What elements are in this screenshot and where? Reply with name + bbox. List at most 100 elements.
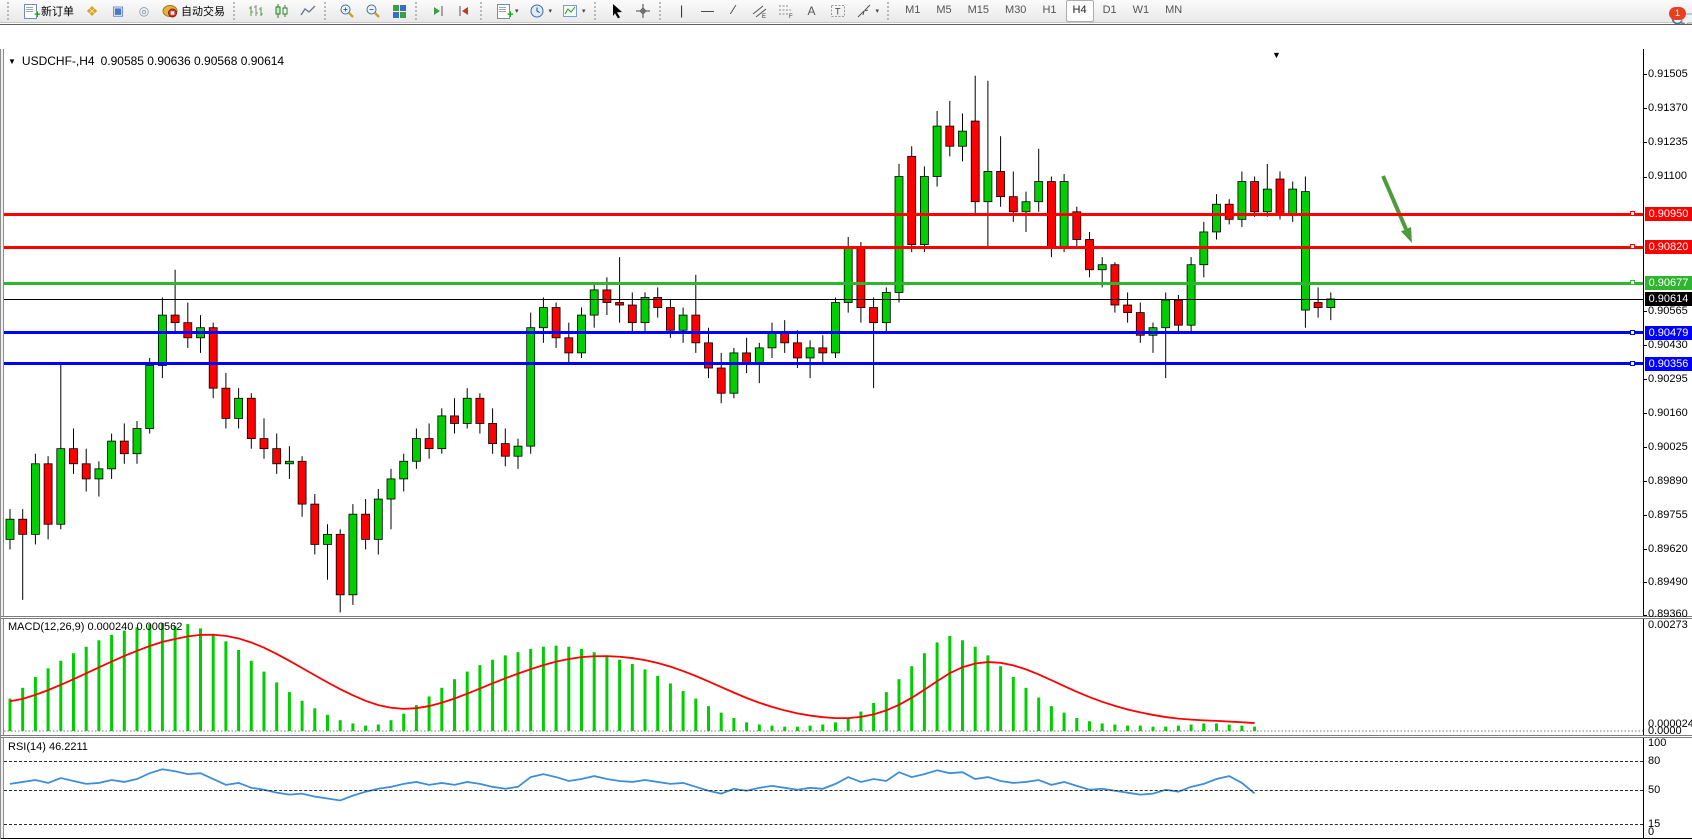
signal-button[interactable]: ◎ — [131, 0, 157, 22]
auto-scroll-button[interactable] — [451, 0, 477, 22]
candle-chart-button[interactable] — [269, 0, 295, 22]
macd-histogram-bar — [262, 671, 266, 731]
timeframe-w1-button[interactable]: W1 — [1132, 4, 1150, 16]
bear-candle — [424, 438, 434, 450]
autotrade-button-label: 自动交易 — [181, 6, 225, 18]
macd-panel-canvas[interactable] — [4, 619, 1643, 733]
hline-button[interactable]: — — [695, 0, 721, 22]
vline-icon: | — [679, 3, 684, 18]
toolbar-separator — [233, 2, 240, 20]
level-line-0.90677[interactable] — [4, 280, 1643, 286]
resistance-line-0.90820[interactable] — [4, 244, 1643, 250]
macd-histogram-bar — [33, 677, 37, 731]
timeframe-m1-button[interactable]: M1 — [905, 4, 921, 16]
line-chart-button[interactable] — [295, 0, 321, 22]
zoom-in-button[interactable] — [334, 0, 360, 22]
toolbar-separator — [887, 2, 894, 20]
new-order-button[interactable]: 新订单 — [17, 0, 79, 23]
text-button[interactable]: A — [799, 0, 825, 22]
bear-candle — [1135, 312, 1145, 336]
tile-windows-button[interactable] — [386, 0, 412, 22]
bear-candle — [170, 314, 180, 324]
timeframe-m30-button[interactable]: M30 — [1005, 4, 1027, 16]
timeframe-m5-button[interactable]: M5 — [936, 4, 952, 16]
bull-candle — [1097, 264, 1107, 271]
bear-candle — [1123, 304, 1132, 313]
gold-tool-button[interactable]: ❖ — [79, 0, 105, 22]
timeframe-d1-button[interactable]: D1 — [1102, 4, 1117, 16]
timeframe-m15-button[interactable]: M15 — [967, 4, 990, 16]
price-tick — [1643, 582, 1647, 584]
support-line-0.90479[interactable] — [4, 329, 1643, 335]
sell-arrow-head[interactable] — [1400, 227, 1412, 243]
resistance-line-0.90950[interactable] — [4, 211, 1643, 217]
macd-histogram-bar — [249, 660, 253, 731]
line-handle[interactable] — [1630, 211, 1635, 217]
timeframe-h4-button[interactable]: H4 — [1065, 0, 1094, 22]
macd-histogram-bar — [84, 646, 88, 731]
doc-plus-icon — [495, 3, 514, 23]
macd-histogram-bar — [554, 645, 558, 731]
bear-candle — [1224, 203, 1234, 220]
collapse-triangle-icon[interactable]: ▼ — [8, 56, 16, 66]
macd-histogram-bar — [1100, 723, 1104, 731]
macd-histogram-bar — [872, 702, 876, 731]
macd-histogram-bar — [732, 718, 736, 731]
templates-button[interactable]: ▾ — [557, 0, 591, 22]
scroll-end-marker-icon[interactable]: ▼ — [1272, 50, 1281, 60]
price-tick — [1643, 311, 1647, 313]
charts-window-button[interactable]: ▣ — [105, 0, 131, 22]
periods-button[interactable]: ▾ — [524, 0, 558, 22]
bull-candle — [754, 347, 764, 364]
fibo-button[interactable]: F — [773, 0, 799, 22]
trendline-button[interactable]: ∕ — [721, 0, 747, 22]
price-tag-0.90820: 0.90820 — [1645, 240, 1692, 255]
line-handle[interactable] — [1630, 244, 1635, 250]
macd-histogram-bar — [592, 652, 596, 731]
support-line-0.90356[interactable] — [4, 360, 1643, 366]
label-button[interactable]: T — [825, 0, 851, 22]
macd-histogram-bar — [275, 682, 279, 731]
vline-button[interactable]: | — [669, 0, 695, 22]
macd-histogram-bar — [135, 627, 139, 731]
channel-button[interactable]: E — [747, 0, 773, 22]
line-handle[interactable] — [1630, 280, 1635, 286]
rsi-axis-label: 0 — [1648, 826, 1655, 838]
autotrade-button[interactable]: 自动交易 — [157, 0, 230, 22]
macd-histogram-bar — [199, 628, 202, 731]
auto-scroll-icon — [456, 3, 472, 19]
zoom-out-button[interactable] — [360, 0, 386, 22]
chart-window[interactable]: ▼ USDCHF-,H4 0.90585 0.90636 0.90568 0.9… — [0, 24, 1692, 839]
macd-histogram-bar — [224, 641, 228, 731]
shift-end-icon — [430, 3, 446, 19]
macd-histogram-bar — [1075, 718, 1079, 731]
bear-candle — [488, 423, 498, 445]
line-handle[interactable] — [1630, 329, 1635, 335]
cursor-button[interactable] — [604, 0, 630, 22]
macd-histogram-bar — [541, 646, 545, 731]
rsi-indicator-label: RSI(14) 46.2211 — [8, 741, 88, 753]
window-left-edge — [0, 49, 4, 839]
macd-rsi-splitter[interactable] — [1, 735, 1692, 738]
crosshair-button[interactable] — [630, 0, 656, 22]
main-macd-splitter[interactable] — [1, 616, 1692, 619]
bar-chart-button[interactable] — [243, 0, 269, 22]
fibo-icon: F — [778, 3, 794, 19]
line-handle[interactable] — [1630, 360, 1635, 366]
bear-candle — [208, 327, 218, 389]
new-chart-button[interactable]: ▾ — [490, 0, 524, 23]
svg-text:F: F — [789, 14, 793, 19]
shapes-button[interactable]: ▾ — [851, 0, 885, 22]
macd-histogram-bar — [1062, 712, 1066, 731]
sell-arrow[interactable] — [1381, 175, 1408, 231]
bull-candle — [526, 327, 536, 447]
rsi-panel-canvas[interactable] — [4, 738, 1643, 838]
timeframe-mn-button[interactable]: MN — [1165, 4, 1183, 16]
macd-histogram-bar — [757, 724, 761, 731]
timeframe-h1-button[interactable]: H1 — [1042, 4, 1057, 16]
bear-candle — [970, 120, 980, 203]
shift-end-button[interactable] — [425, 0, 451, 22]
tile-icon — [391, 3, 407, 19]
bull-candle — [539, 307, 548, 329]
price-panel-canvas[interactable] — [4, 50, 1643, 616]
